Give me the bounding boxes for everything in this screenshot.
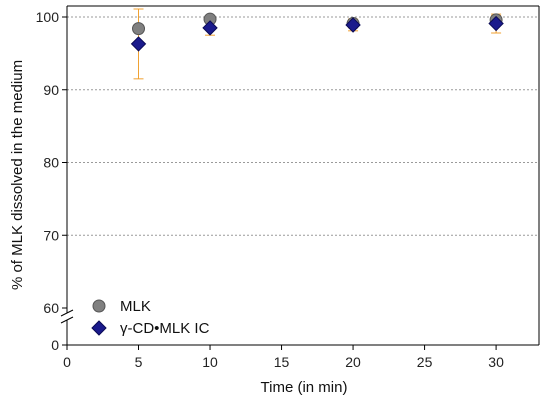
x-tick-label-20: 20 <box>345 354 361 370</box>
y-tick-label-80: 80 <box>43 155 59 171</box>
y-tick-label-60: 60 <box>43 300 59 316</box>
point-ic-5 <box>130 36 147 52</box>
axes <box>60 5 540 346</box>
y-tick-label-0: 0 <box>51 337 59 353</box>
ticks: 0 5 10 15 20 25 30 0 60 70 80 90 100 <box>36 9 504 370</box>
legend-marker-ic <box>91 320 107 336</box>
y-tick-label-90: 90 <box>43 82 59 98</box>
y-tick-label-100: 100 <box>36 9 60 25</box>
point-ic-30 <box>488 15 504 32</box>
legend-label-mlk: MLK <box>120 298 151 315</box>
error-bars <box>133 8 502 80</box>
grid <box>67 16 539 236</box>
legend-label-ic: γ-CD•MLK IC <box>120 320 210 337</box>
point-mlk-5 <box>132 22 146 36</box>
axis-break-mark-upper <box>60 309 74 317</box>
axis-break-mark-lower <box>60 316 74 324</box>
point-ic-20 <box>345 17 361 33</box>
x-axis-title: Time (in min) <box>261 379 348 396</box>
y-axis-title: % of MLK dissolved in the medium <box>9 60 26 290</box>
x-tick-label-15: 15 <box>274 354 290 370</box>
x-tick-label-5: 5 <box>135 354 143 370</box>
x-tick-label-30: 30 <box>488 354 504 370</box>
x-tick-label-25: 25 <box>417 354 433 370</box>
x-tick-label-10: 10 <box>202 354 218 370</box>
legend: MLK γ-CD•MLK IC <box>91 298 210 337</box>
markers <box>130 12 504 52</box>
point-ic-10 <box>202 20 218 36</box>
y-tick-label-70: 70 <box>43 227 59 243</box>
x-tick-label-0: 0 <box>63 354 71 370</box>
legend-marker-mlk <box>92 299 106 313</box>
